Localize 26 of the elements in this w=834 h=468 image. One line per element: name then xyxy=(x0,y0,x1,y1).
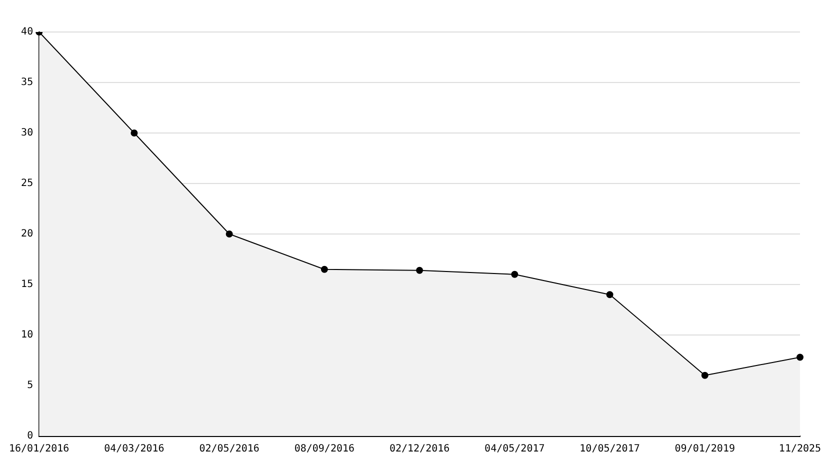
x-tick-label: 04/05/2017 xyxy=(484,444,545,455)
y-tick-label: 15 xyxy=(21,279,34,290)
x-tick-label: 11/2025 xyxy=(778,444,822,455)
x-tick-label: 09/01/2019 xyxy=(674,444,735,455)
y-tick-label: 30 xyxy=(21,128,34,139)
y-tick-label: 40 xyxy=(21,26,34,38)
point xyxy=(701,372,708,379)
x-tick-label: 02/05/2016 xyxy=(199,444,260,455)
point xyxy=(320,266,328,273)
y-tick-label: 25 xyxy=(21,178,34,190)
x-tick-label: 16/01/2016 xyxy=(8,444,70,455)
y-tick-label: 35 xyxy=(21,77,34,88)
point xyxy=(511,270,518,278)
y-tick-label: 10 xyxy=(21,330,34,341)
point xyxy=(796,354,804,361)
x-tick-label: 04/03/2016 xyxy=(104,444,164,455)
x-tick-label: 08/09/2016 xyxy=(294,444,355,455)
x-tick-label: 10/05/2017 xyxy=(580,444,640,455)
point xyxy=(130,130,138,136)
y-tick-label: 20 xyxy=(21,228,34,240)
y-tick-label: 0 xyxy=(27,430,34,442)
point xyxy=(416,266,424,274)
point xyxy=(606,291,614,298)
point xyxy=(226,230,233,238)
x-tick-label: 02/12/2016 xyxy=(389,444,450,455)
y-tick-label: 5 xyxy=(27,380,34,392)
